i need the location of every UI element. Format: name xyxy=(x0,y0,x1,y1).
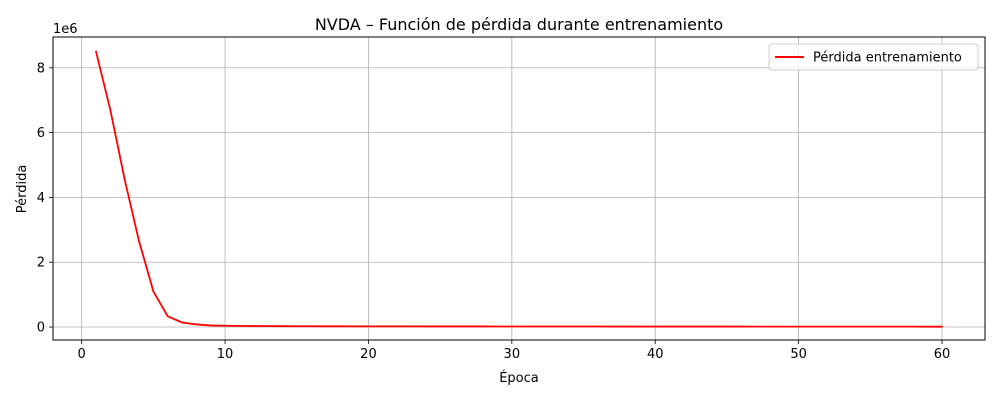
data-point xyxy=(540,325,542,327)
y-axis-label: Pérdida xyxy=(15,165,30,214)
data-point xyxy=(712,326,714,328)
data-point xyxy=(669,326,671,328)
x-tick-label: 50 xyxy=(790,347,807,362)
data-point xyxy=(554,326,556,328)
data-point xyxy=(755,326,757,328)
data-point xyxy=(927,326,929,328)
data-point xyxy=(941,326,943,328)
series-line xyxy=(95,50,943,328)
data-point xyxy=(855,326,857,328)
x-tick-label: 60 xyxy=(934,347,951,362)
data-point xyxy=(511,325,513,327)
x-tick-label: 30 xyxy=(504,347,521,362)
data-point xyxy=(912,326,914,328)
data-point xyxy=(697,326,699,328)
data-point xyxy=(238,325,240,327)
data-point xyxy=(640,326,642,328)
data-point xyxy=(152,290,154,292)
data-point xyxy=(310,325,312,327)
data-point xyxy=(726,326,728,328)
data-point xyxy=(138,240,140,242)
series-layer xyxy=(95,50,943,328)
y-tick-label: 2 xyxy=(37,256,45,271)
data-point xyxy=(296,325,298,327)
x-tick-label: 0 xyxy=(78,347,86,362)
data-point xyxy=(167,315,169,317)
data-point xyxy=(525,325,527,327)
data-point xyxy=(568,326,570,328)
data-point xyxy=(740,326,742,328)
y-tick-label: 0 xyxy=(37,321,45,336)
data-point xyxy=(410,325,412,327)
data-point xyxy=(339,325,341,327)
y-offset-label: 1e6 xyxy=(53,22,78,37)
data-point xyxy=(281,325,283,327)
chart-title: NVDA – Función de pérdida durante entren… xyxy=(315,15,723,34)
x-tick-label: 40 xyxy=(647,347,664,362)
data-point xyxy=(654,326,656,328)
data-point xyxy=(367,325,369,327)
data-point xyxy=(898,326,900,328)
data-point xyxy=(95,51,97,53)
data-point xyxy=(195,323,197,325)
data-point xyxy=(583,326,585,328)
x-axis-label: Época xyxy=(499,370,539,386)
data-point xyxy=(683,326,685,328)
grid-layer xyxy=(53,37,985,340)
data-point xyxy=(253,325,255,327)
data-point xyxy=(210,324,212,326)
data-point xyxy=(439,325,441,327)
data-point xyxy=(124,179,126,181)
data-point xyxy=(468,325,470,327)
data-point xyxy=(597,326,599,328)
data-point xyxy=(353,325,355,327)
data-point xyxy=(482,325,484,327)
data-point xyxy=(324,325,326,327)
data-point xyxy=(783,326,785,328)
data-point xyxy=(425,325,427,327)
data-point xyxy=(798,326,800,328)
legend: Pérdida entrenamiento xyxy=(768,43,979,71)
plot-area-frame xyxy=(52,36,986,341)
data-point xyxy=(382,325,384,327)
data-point xyxy=(841,326,843,328)
data-point xyxy=(496,325,498,327)
x-tick-label: 20 xyxy=(360,347,377,362)
data-point xyxy=(769,326,771,328)
y-tick-label: 6 xyxy=(37,126,45,141)
tick-layer: 0 10 20 30 40 50 60 0 2 4 6 8 xyxy=(37,61,951,362)
legend-label: Pérdida entrenamiento xyxy=(813,51,962,66)
data-point xyxy=(884,326,886,328)
data-point xyxy=(626,326,628,328)
x-tick-label: 10 xyxy=(217,347,234,362)
data-point xyxy=(869,326,871,328)
legend-box xyxy=(768,43,979,71)
data-point xyxy=(396,325,398,327)
data-point xyxy=(224,325,226,327)
y-tick-label: 8 xyxy=(37,61,45,76)
data-point xyxy=(826,326,828,328)
data-point xyxy=(109,109,111,111)
data-point xyxy=(812,326,814,328)
data-point xyxy=(267,325,269,327)
y-tick-label: 4 xyxy=(37,191,45,206)
data-point xyxy=(611,326,613,328)
data-point xyxy=(453,325,455,327)
data-point xyxy=(181,322,183,324)
